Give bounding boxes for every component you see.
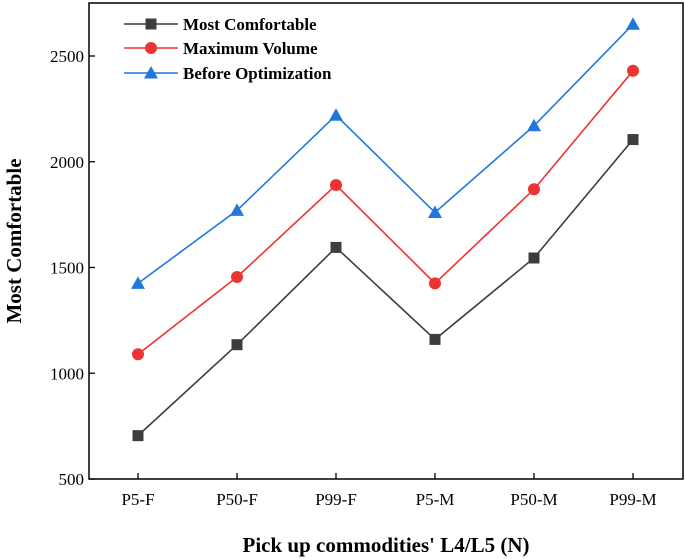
plot-frame (88, 2, 684, 480)
series-line (137, 139, 634, 437)
legend-item: Before Optimization (124, 64, 332, 83)
y-axis-ticks: 500 1000 1500 2000 2500 (50, 47, 95, 489)
data-point (627, 64, 639, 77)
x-tick-label: P5-F (121, 490, 154, 509)
data-point (131, 276, 145, 289)
legend-item: Maximum Volume (124, 39, 318, 58)
legend-label: Before Optimization (183, 64, 332, 83)
series-line (137, 23, 634, 285)
series-2 (132, 64, 639, 361)
series-layer (131, 17, 640, 442)
legend-label: Maximum Volume (183, 39, 318, 58)
data-point (330, 179, 342, 192)
x-tick-label: P5-M (416, 490, 455, 509)
x-tick-label: P50-M (510, 490, 557, 509)
legend-marker (144, 66, 158, 79)
data-point (132, 430, 144, 442)
data-point (428, 205, 442, 219)
legend-marker (145, 42, 157, 54)
legend-item: Most Comfortable (124, 15, 317, 34)
x-tick-label: P50-F (216, 490, 258, 509)
data-point (330, 241, 342, 253)
data-point (626, 17, 640, 30)
data-point (528, 183, 540, 196)
series-1 (132, 134, 639, 442)
x-tick-label: P99-F (315, 490, 357, 509)
series-3 (131, 17, 640, 289)
legend: Most Comfortable Maximum Volume Before Opt… (124, 15, 332, 83)
y-tick-label: 1000 (50, 364, 84, 383)
x-axis-ticks: P5-F P50-F P99-F P5-M P50-M P99-M (121, 473, 657, 509)
y-tick-label: 2500 (50, 47, 84, 66)
legend-marker (145, 18, 157, 30)
legend-label: Most Comfortable (183, 15, 317, 34)
data-point (231, 271, 243, 284)
data-point (627, 134, 639, 146)
data-point (230, 203, 244, 216)
series-line (137, 70, 634, 355)
y-tick-label: 2000 (50, 153, 84, 172)
y-tick-label: 500 (59, 470, 85, 489)
data-point (132, 348, 144, 361)
data-point (528, 252, 540, 264)
y-axis-title: Most Comfortable (2, 158, 26, 323)
data-point (329, 108, 343, 121)
x-axis-title: Pick up commodities' L4/L5 (N) (243, 533, 530, 557)
x-tick-label: P99-M (609, 490, 656, 509)
data-point (429, 277, 441, 290)
data-point (429, 333, 441, 345)
data-point (231, 339, 243, 351)
y-tick-label: 1500 (50, 259, 84, 278)
data-point (527, 118, 541, 132)
